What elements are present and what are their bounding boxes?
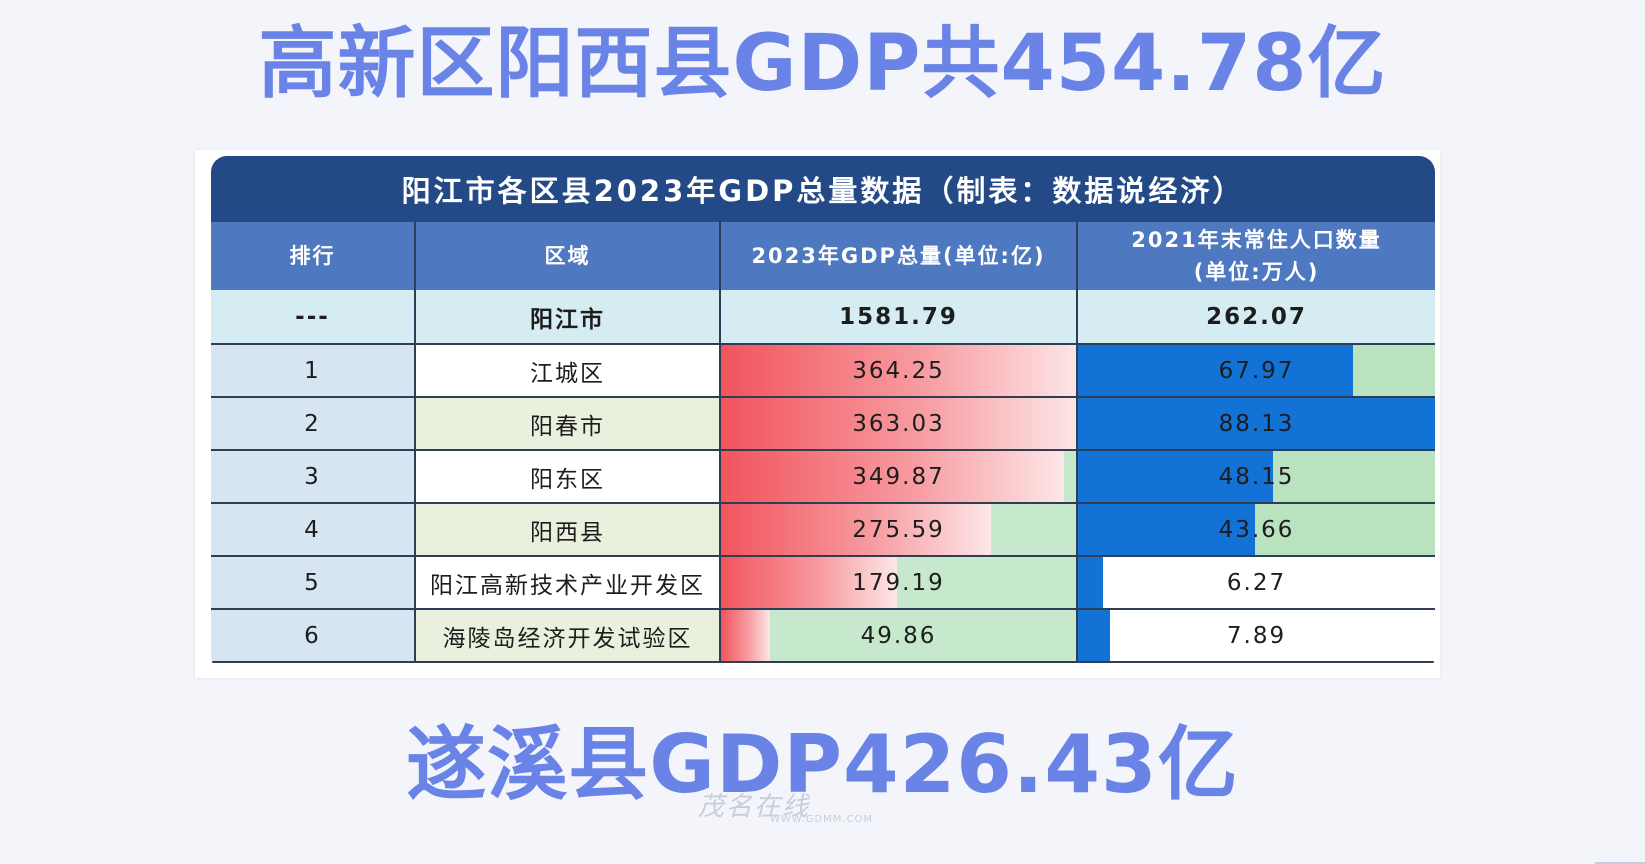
row-region: 阳江高新技术产业开发区 [416,557,721,608]
gdp-bar [721,398,1076,449]
row-rank: 3 [211,451,416,502]
row-population-cell: 43.66 [1078,504,1435,555]
table-header-row: 排行 区域 2023年GDP总量(单位:亿) 2021年末常住人口数量 (单位:… [211,222,1435,292]
row-population-value: 7.89 [1226,622,1287,649]
population-bar-track [1078,557,1435,608]
row-gdp-cell: 275.59 [721,504,1078,555]
row-population-value: 67.97 [1218,357,1295,384]
total-rank: --- [211,290,416,343]
table-row: 6 海陵岛经济开发试验区 49.86 7.89 [211,610,1435,663]
table-title: 阳江市各区县2023年GDP总量数据（制表：数据说经济） [211,156,1435,222]
population-bar [1078,557,1103,608]
row-region: 阳东区 [416,451,721,502]
population-bar [1078,345,1353,396]
total-region: 阳江市 [416,290,721,343]
headline-bottom: 遂溪县GDP426.43亿 [406,718,1239,811]
table-total-row: --- 阳江市 1581.79 262.07 [211,290,1435,345]
row-population-cell: 67.97 [1078,345,1435,396]
row-region: 阳春市 [416,398,721,449]
row-rank: 1 [211,345,416,396]
table-row: 3 阳东区 349.87 48.15 [211,451,1435,504]
watermark-logo: 茂名在线 [698,792,811,822]
gdp-bar-track [721,610,1076,661]
gdp-bar [721,451,1064,502]
gdp-bar [721,504,991,555]
row-population-value: 48.15 [1218,463,1295,490]
header-population-line1: 2021年末常住人口数量 [1131,228,1382,252]
row-population-cell: 6.27 [1078,557,1435,608]
table-row: 2 阳春市 363.03 88.13 [211,398,1435,451]
gdp-table: 阳江市各区县2023年GDP总量数据（制表：数据说经济） 排行 区域 2023年… [211,156,1435,672]
row-gdp-value: 349.87 [852,463,945,490]
row-gdp-value: 179.19 [852,569,945,596]
header-rank: 排行 [211,222,416,290]
population-bar [1078,451,1273,502]
row-region: 阳西县 [416,504,721,555]
row-gdp-cell: 349.87 [721,451,1078,502]
total-population: 262.07 [1206,303,1307,330]
row-population-cell: 7.89 [1078,610,1435,661]
gdp-bar [721,345,1076,396]
headline-top: 高新区阳西县GDP共454.78亿 [258,19,1387,109]
row-population-value: 88.13 [1218,410,1295,437]
population-bar-track [1078,610,1435,661]
gdp-bar [721,557,897,608]
row-population-cell: 48.15 [1078,451,1435,502]
row-region: 江城区 [416,345,721,396]
row-gdp-cell: 179.19 [721,557,1078,608]
row-gdp-cell: 363.03 [721,398,1078,449]
row-gdp-value: 363.03 [852,410,945,437]
row-rank: 4 [211,504,416,555]
row-rank: 6 [211,610,416,661]
table-image-card: 阳江市各区县2023年GDP总量数据（制表：数据说经济） 排行 区域 2023年… [195,150,1440,678]
row-gdp-cell: 49.86 [721,610,1078,661]
row-population-cell: 88.13 [1078,398,1435,449]
row-rank: 5 [211,557,416,608]
population-bar [1078,398,1435,449]
row-rank: 2 [211,398,416,449]
population-bar [1078,610,1110,661]
gdp-bar [721,610,770,661]
row-region: 海陵岛经济开发试验区 [416,610,721,661]
row-population-value: 6.27 [1226,569,1287,596]
header-population: 2021年末常住人口数量 (单位:万人) [1078,222,1435,290]
header-region: 区域 [416,222,721,290]
table-row: 4 阳西县 275.59 43.66 [211,504,1435,557]
population-bar [1078,504,1255,555]
row-gdp-value: 364.25 [852,357,945,384]
row-population-value: 43.66 [1218,516,1295,543]
table-row: 1 江城区 364.25 67.97 [211,345,1435,398]
corner-divider [1595,862,1645,864]
table-row: 5 阳江高新技术产业开发区 179.19 6.27 [211,557,1435,610]
header-gdp: 2023年GDP总量(单位:亿) [721,222,1078,290]
header-population-line2: (单位:万人) [1193,260,1320,284]
row-gdp-value: 49.86 [860,622,937,649]
watermark-url: WWW.GDMM.COM [770,814,874,825]
row-gdp-cell: 364.25 [721,345,1078,396]
total-gdp: 1581.79 [721,290,1078,343]
row-gdp-value: 275.59 [852,516,945,543]
